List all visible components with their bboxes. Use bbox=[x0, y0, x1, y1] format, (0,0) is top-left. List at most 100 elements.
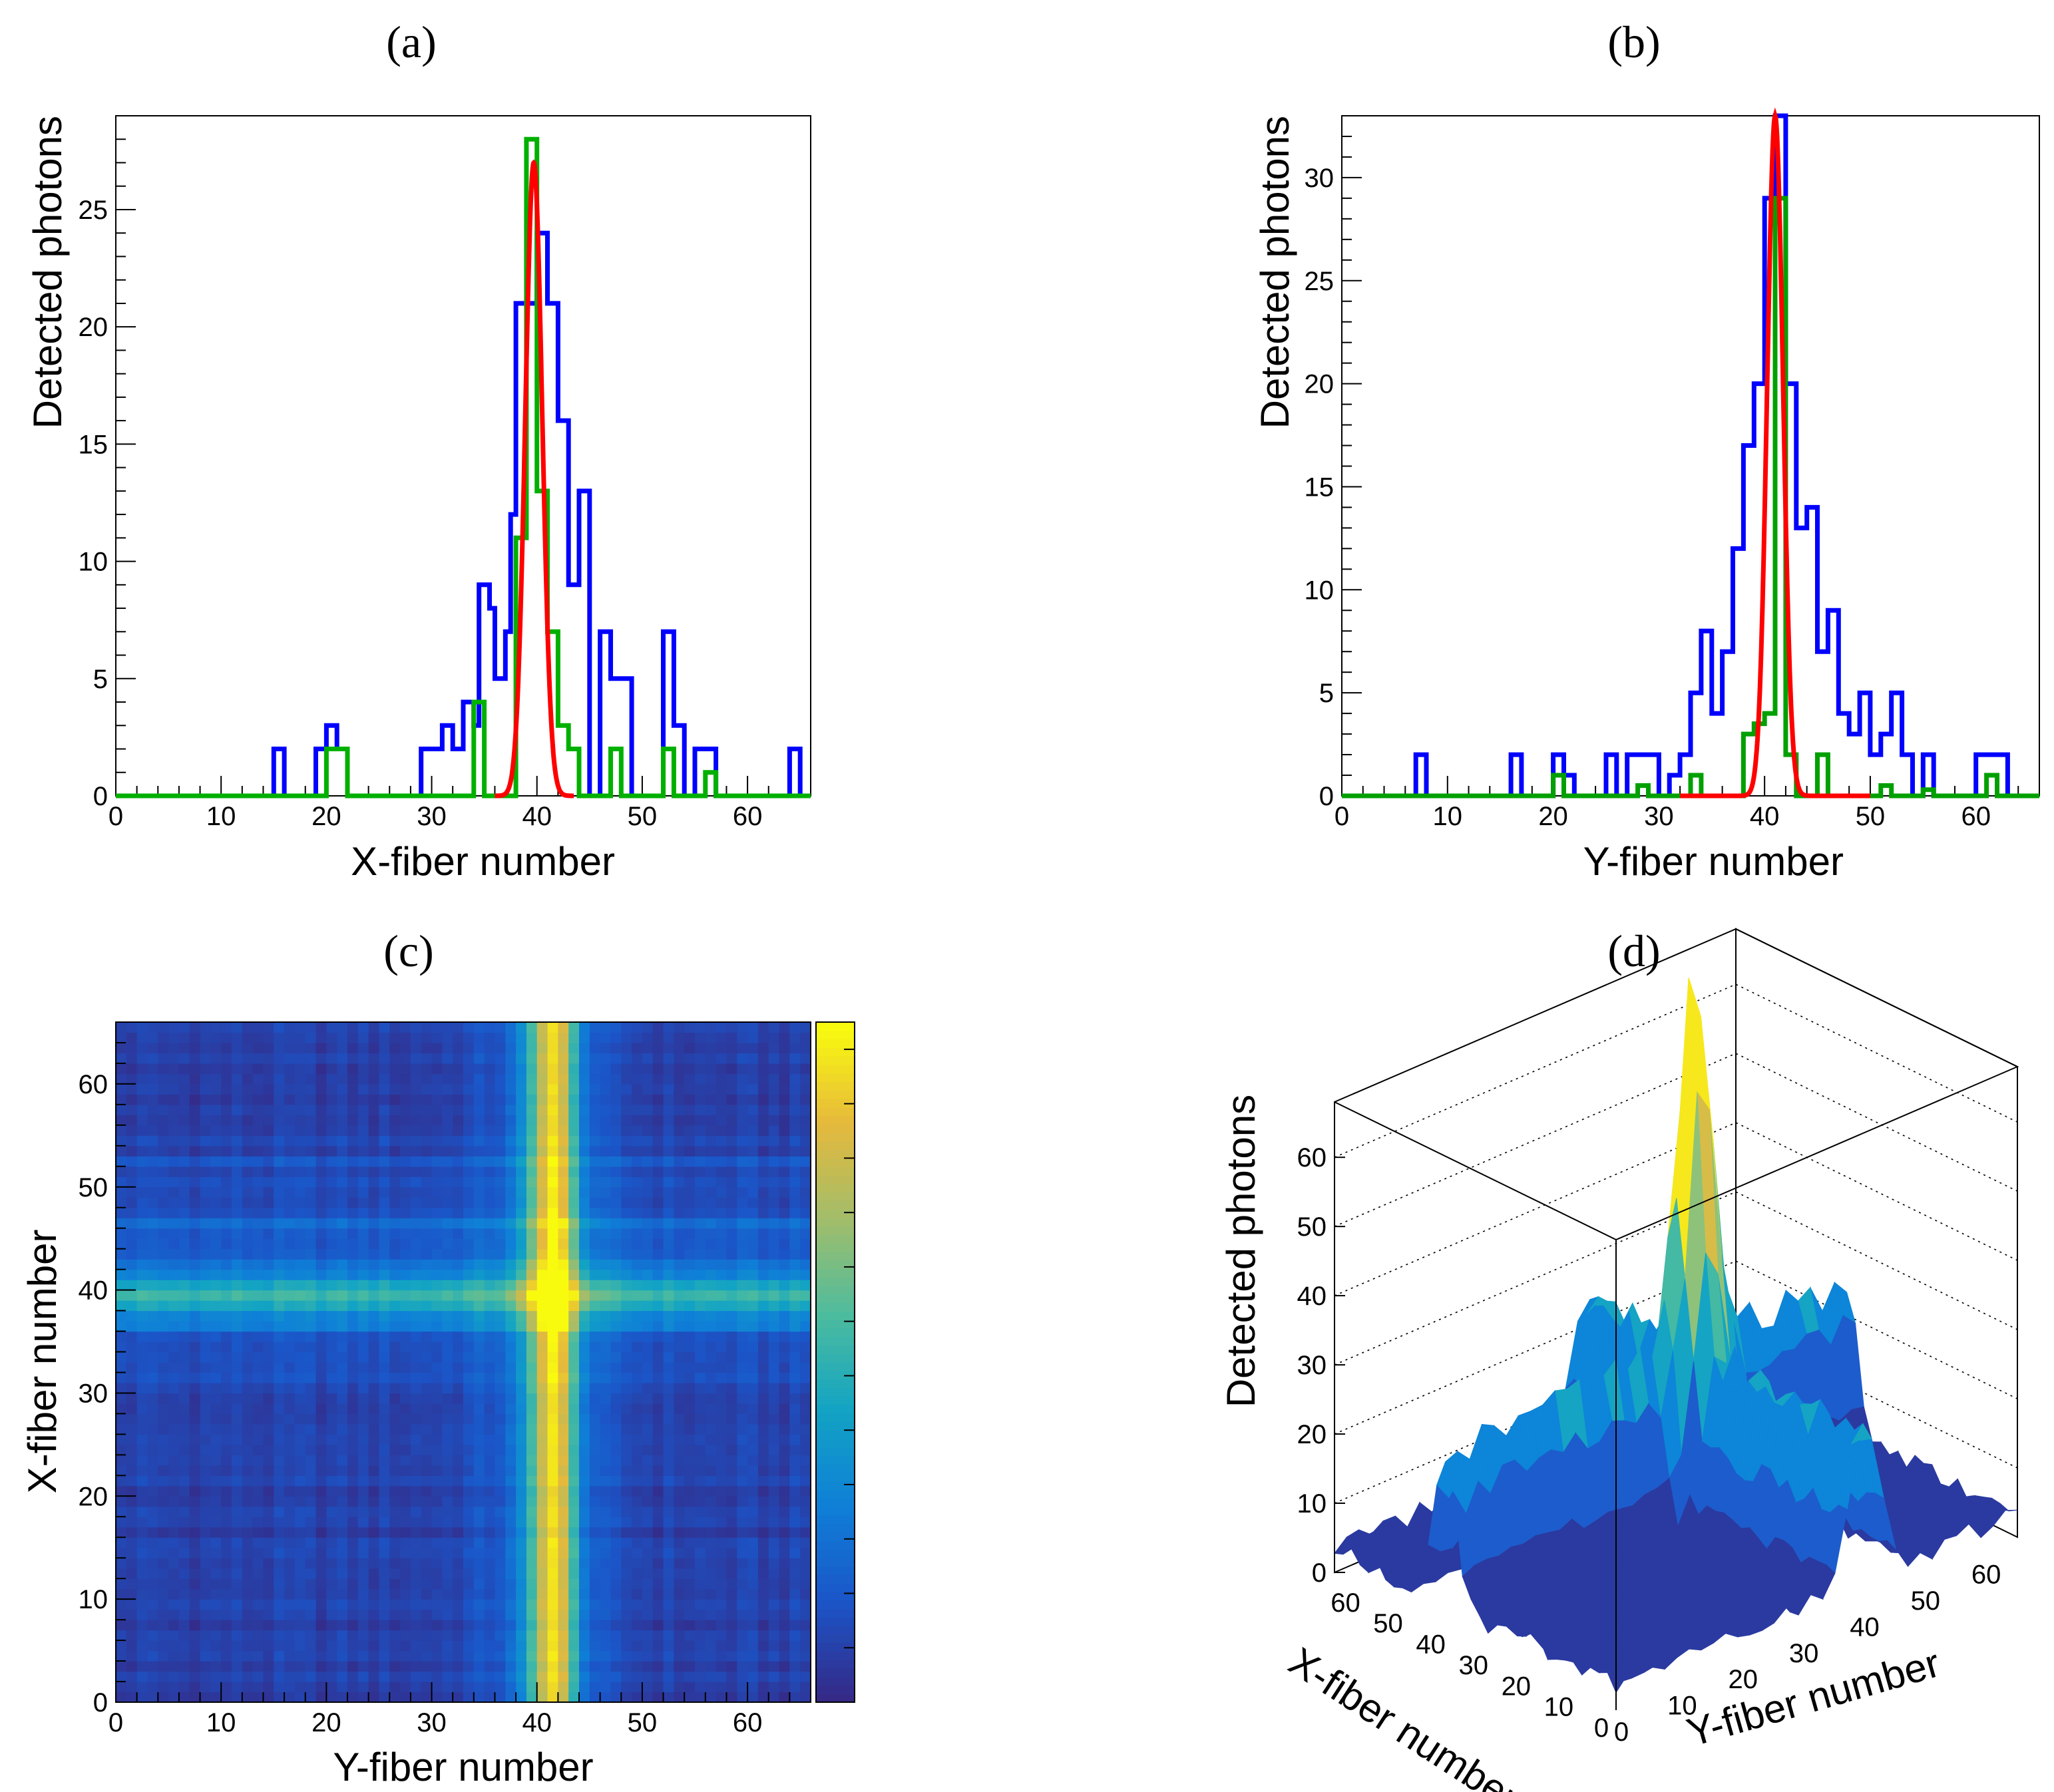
heatmap-cell bbox=[284, 1342, 296, 1353]
heatmap-cell bbox=[568, 1434, 580, 1445]
heatmap-cell bbox=[442, 1558, 453, 1569]
heatmap-cell bbox=[379, 1393, 390, 1404]
heatmap-cell bbox=[368, 1238, 380, 1250]
heatmap-cell bbox=[473, 1599, 485, 1610]
panel-a-series-gaussian-fit bbox=[495, 159, 574, 799]
heatmap-cell bbox=[516, 1434, 527, 1445]
heatmap-cell bbox=[284, 1588, 296, 1600]
heatmap-cell bbox=[726, 1609, 737, 1620]
heatmap-cell bbox=[294, 1145, 306, 1157]
heatmap-cell bbox=[642, 1342, 654, 1353]
heatmap-cell bbox=[547, 1269, 558, 1280]
heatmap-cell bbox=[442, 1032, 453, 1043]
heatmap-cell bbox=[695, 1351, 706, 1363]
heatmap-cell bbox=[263, 1620, 274, 1631]
heatmap-cell bbox=[473, 1228, 485, 1239]
heatmap-cell bbox=[178, 1248, 190, 1260]
heatmap-cell bbox=[589, 1022, 601, 1033]
heatmap-cell bbox=[516, 1599, 527, 1610]
heatmap-cell bbox=[589, 1393, 601, 1404]
heatmap-cell bbox=[610, 1083, 622, 1095]
heatmap-cell bbox=[536, 1455, 548, 1466]
colorbar-segment bbox=[816, 1107, 855, 1117]
heatmap-cell bbox=[495, 1083, 506, 1095]
heatmap-cell bbox=[168, 1228, 180, 1239]
heatmap-cell bbox=[379, 1207, 390, 1218]
heatmap-cell bbox=[558, 1465, 569, 1476]
heatmap-cell bbox=[547, 1032, 558, 1043]
heatmap-cell bbox=[136, 1342, 148, 1353]
heatmap-cell bbox=[400, 1578, 411, 1590]
heatmap-cell bbox=[495, 1650, 506, 1662]
heatmap-cell bbox=[558, 1053, 569, 1064]
heatmap-cell bbox=[168, 1145, 180, 1157]
heatmap-cell bbox=[505, 1331, 516, 1342]
heatmap-cell bbox=[621, 1455, 632, 1466]
panel-b-xtick-label: 0 bbox=[1335, 802, 1349, 831]
heatmap-cell bbox=[368, 1135, 380, 1147]
heatmap-cell bbox=[421, 1599, 433, 1610]
heatmap-cell bbox=[210, 1094, 222, 1105]
heatmap-cell bbox=[536, 1588, 548, 1600]
heatmap-cell bbox=[326, 1073, 337, 1085]
heatmap-cell bbox=[768, 1290, 780, 1301]
heatmap-cell bbox=[178, 1526, 190, 1538]
heatmap-cell bbox=[453, 1413, 464, 1425]
heatmap-cell bbox=[652, 1465, 664, 1476]
heatmap-cell bbox=[315, 1671, 327, 1682]
heatmap-cell bbox=[579, 1135, 590, 1147]
heatmap-cell bbox=[600, 1382, 612, 1394]
heatmap-cell bbox=[779, 1671, 790, 1682]
colorbar-segment bbox=[816, 1523, 855, 1533]
heatmap-cell bbox=[126, 1496, 138, 1507]
heatmap-cell bbox=[274, 1228, 285, 1239]
heatmap-cell bbox=[431, 1465, 443, 1476]
heatmap-cell bbox=[274, 1331, 285, 1342]
heatmap-cell bbox=[558, 1423, 569, 1435]
heatmap-cell bbox=[126, 1620, 138, 1631]
heatmap-cell bbox=[284, 1228, 296, 1239]
heatmap-cell bbox=[347, 1145, 359, 1157]
heatmap-cell bbox=[305, 1517, 317, 1528]
heatmap-cell bbox=[610, 1166, 622, 1177]
heatmap-cell bbox=[274, 1485, 285, 1497]
heatmap-cell bbox=[768, 1671, 780, 1682]
heatmap-cell bbox=[757, 1176, 769, 1188]
heatmap-cell bbox=[232, 1280, 243, 1291]
heatmap-cell bbox=[610, 1578, 622, 1590]
heatmap-cell bbox=[305, 1342, 317, 1353]
heatmap-cell bbox=[210, 1372, 222, 1383]
heatmap-cell bbox=[379, 1166, 390, 1177]
heatmap-cell bbox=[695, 1568, 706, 1579]
heatmap-cell bbox=[442, 1506, 453, 1517]
heatmap-cell bbox=[663, 1197, 674, 1208]
heatmap-cell bbox=[136, 1094, 148, 1105]
heatmap-cell bbox=[473, 1588, 485, 1600]
heatmap-cell bbox=[263, 1496, 274, 1507]
heatmap-cell bbox=[526, 1342, 538, 1353]
heatmap-cell bbox=[484, 1537, 496, 1548]
heatmap-cell bbox=[252, 1342, 264, 1353]
heatmap-cell bbox=[779, 1465, 790, 1476]
heatmap-cell bbox=[305, 1620, 317, 1631]
heatmap-cell bbox=[632, 1300, 643, 1312]
heatmap-cell bbox=[800, 1115, 811, 1126]
heatmap-cell bbox=[695, 1465, 706, 1476]
heatmap-cell bbox=[442, 1393, 453, 1404]
heatmap-cell bbox=[526, 1465, 538, 1476]
heatmap-cell bbox=[147, 1032, 158, 1043]
heatmap-cell bbox=[663, 1104, 674, 1115]
heatmap-cell bbox=[263, 1156, 274, 1167]
heatmap-cell bbox=[389, 1042, 401, 1054]
heatmap-cell bbox=[379, 1259, 390, 1270]
heatmap-cell bbox=[294, 1063, 306, 1075]
heatmap-cell bbox=[389, 1558, 401, 1569]
heatmap-cell bbox=[200, 1115, 211, 1126]
heatmap-cell bbox=[252, 1248, 264, 1260]
heatmap-cell bbox=[189, 1661, 201, 1672]
heatmap-cell bbox=[621, 1115, 632, 1126]
heatmap-cell bbox=[453, 1145, 464, 1157]
heatmap-cell bbox=[463, 1630, 475, 1641]
heatmap-cell bbox=[252, 1537, 264, 1548]
heatmap-cell bbox=[136, 1692, 148, 1703]
